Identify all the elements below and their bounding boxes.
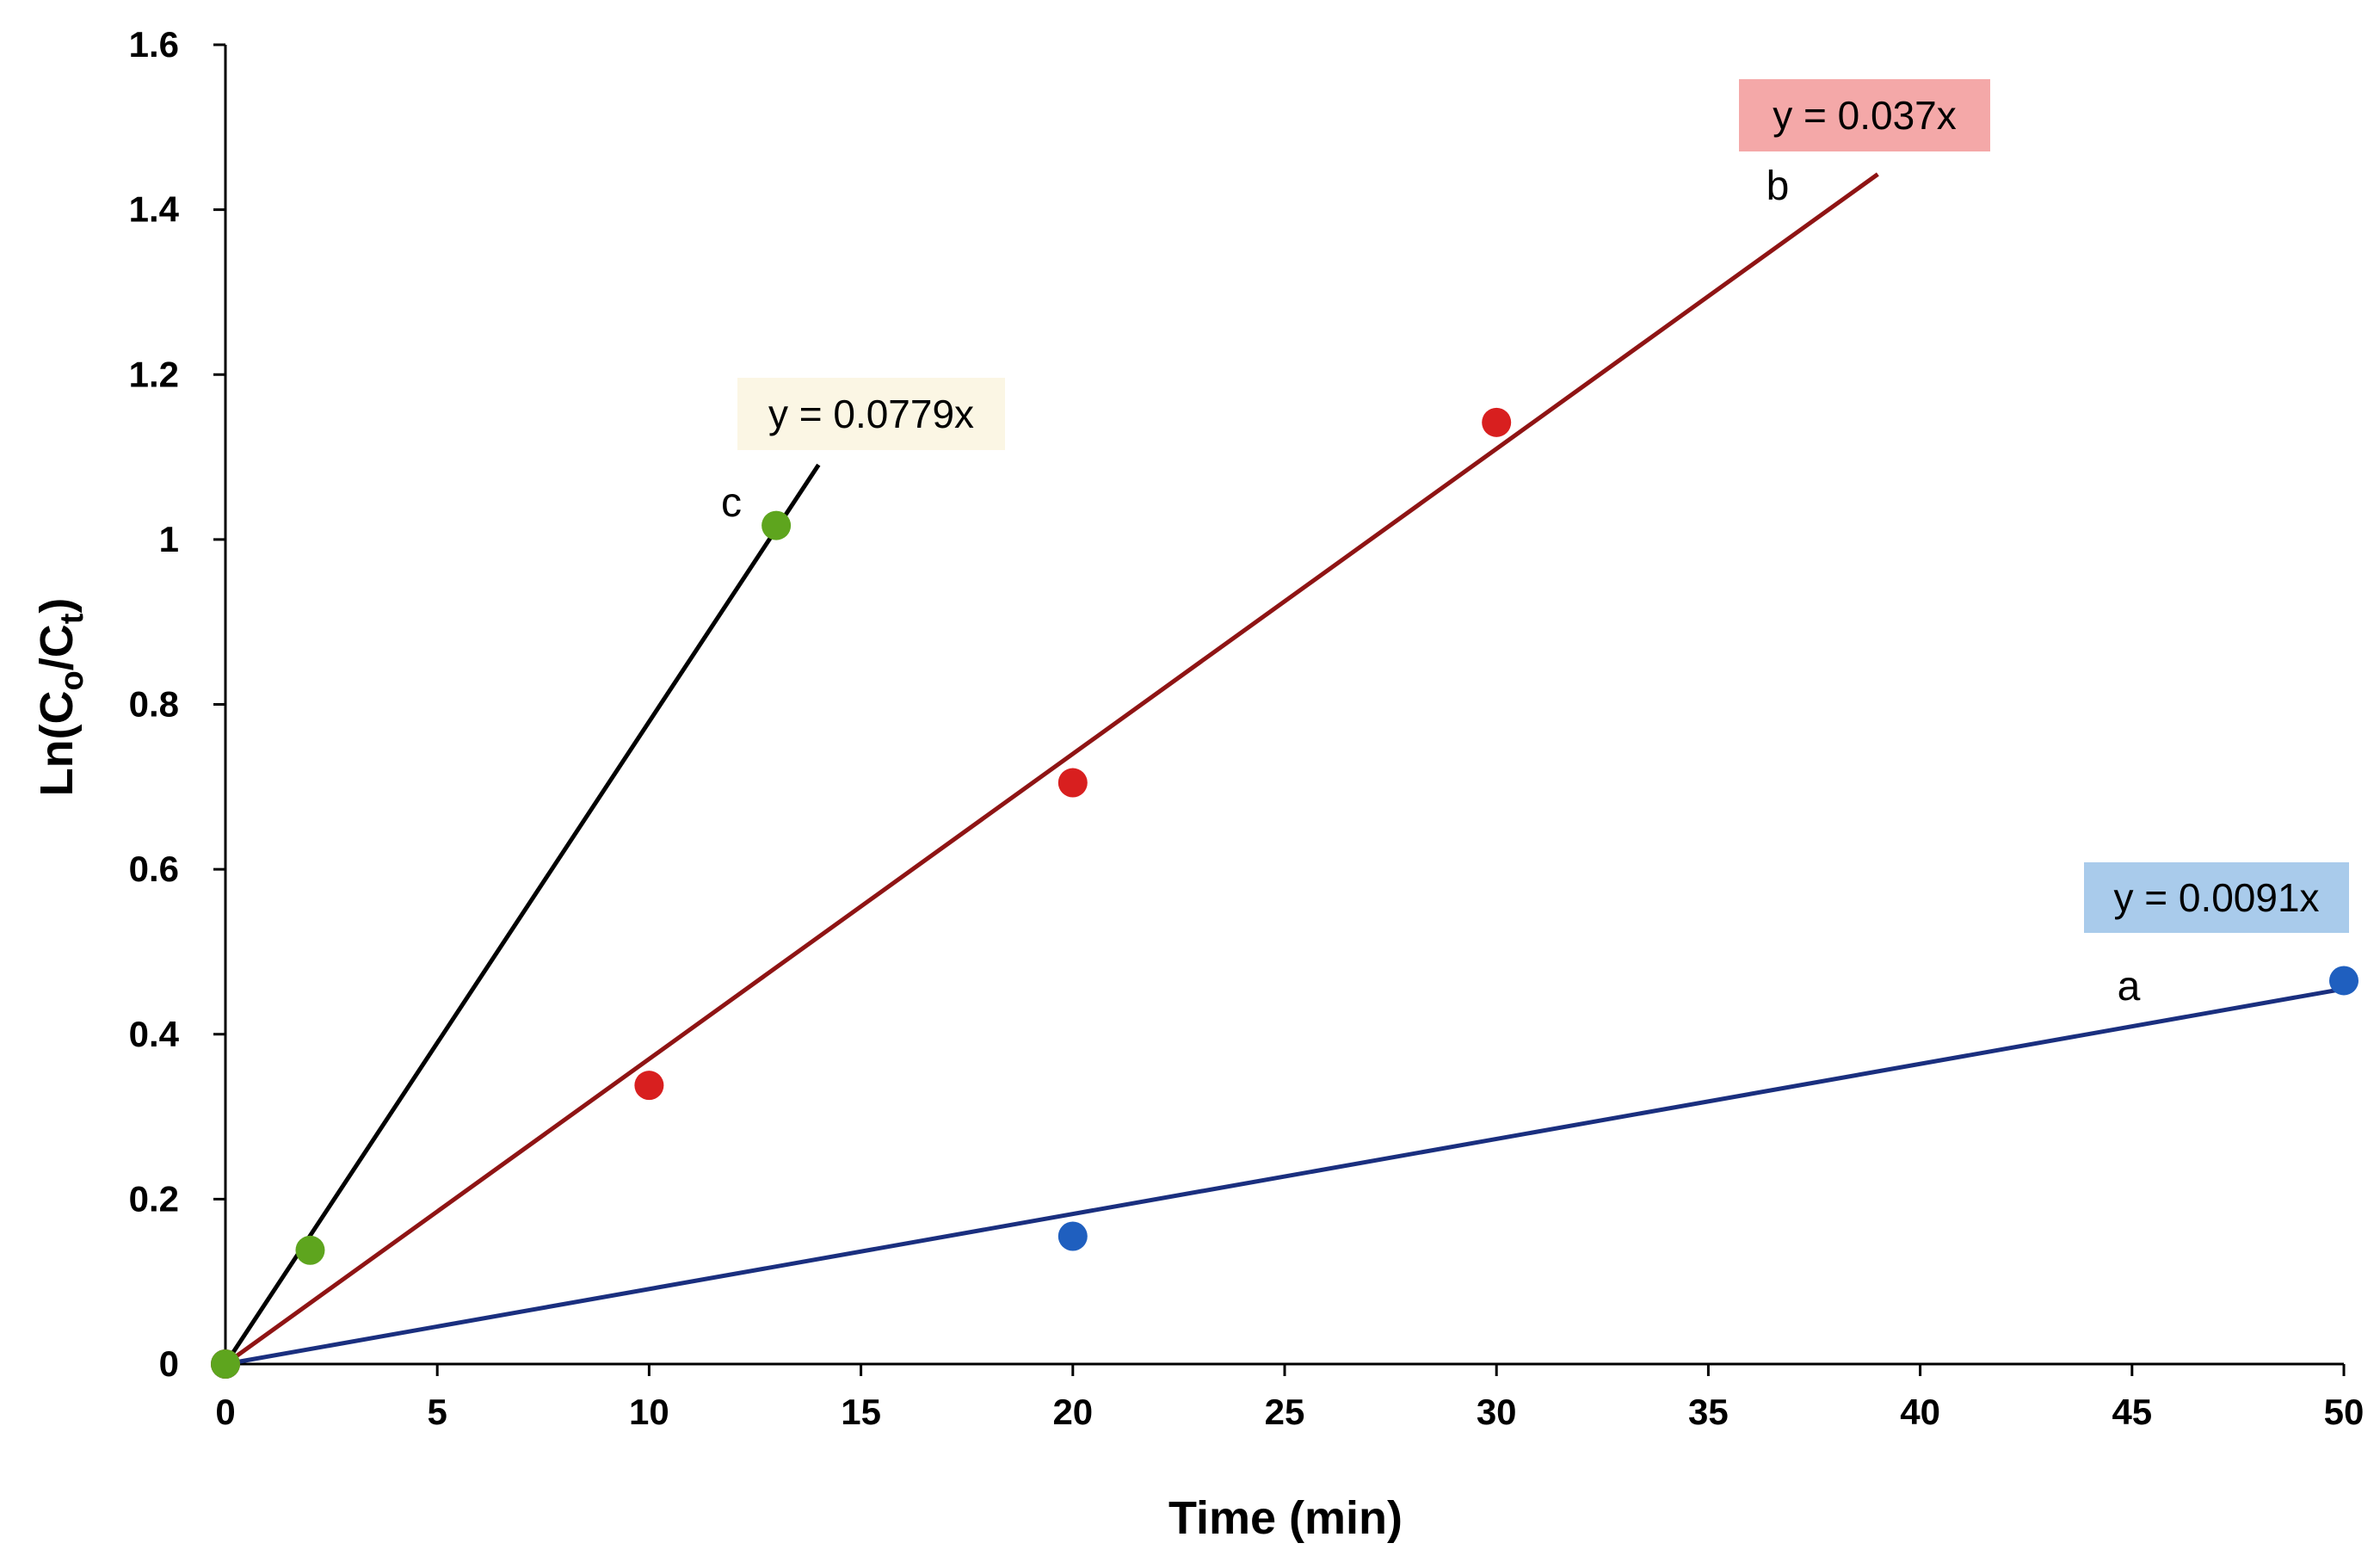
equation-box-bg — [2084, 862, 2349, 933]
trendline-b — [224, 172, 1879, 1367]
equation-box-b: y = 0.037x — [1739, 79, 1990, 151]
x-tick-label: 25 — [1265, 1392, 1305, 1432]
y-tick-label: 1.2 — [129, 354, 179, 394]
series-label-c: c — [721, 480, 742, 526]
series-labels: a y = 0.0091x b y = 0.037x c y = 0.0779x — [721, 79, 2349, 1009]
trendline-c — [223, 463, 821, 1366]
data-point-c — [295, 1235, 325, 1265]
equation-box-bg — [737, 378, 1005, 450]
data-point-c — [211, 1349, 240, 1379]
x-tick-label: 50 — [2324, 1392, 2365, 1432]
y-axis-title-sub-t: t — [54, 613, 90, 624]
series-label-a: a — [2118, 964, 2141, 1009]
data-point-a — [1057, 1221, 1088, 1251]
x-axis-title: Time (min) — [1168, 1492, 1403, 1544]
y-tick-label: 1.6 — [129, 24, 179, 65]
y-axis-title-sub-o: o — [54, 670, 90, 690]
y-axis-title-suffix: ) — [31, 598, 83, 614]
equation-text-a: y = 0.0091x — [2113, 875, 2319, 920]
x-tick-label: 5 — [428, 1392, 447, 1432]
data-point-b — [1057, 768, 1088, 798]
equation-box-bg — [1739, 79, 1990, 151]
trendline-a — [225, 986, 2345, 1367]
equation-box-c: y = 0.0779x — [737, 378, 1005, 450]
y-axis-title: Ln(Co/Ct) — [31, 598, 90, 797]
series-label-b: b — [1767, 164, 1790, 209]
data-point-b — [1482, 407, 1512, 437]
y-tick-label: 0 — [159, 1343, 179, 1384]
x-tick-label: 35 — [1688, 1392, 1729, 1432]
x-tick-label: 15 — [841, 1392, 881, 1432]
data-point-c — [761, 510, 792, 540]
x-tick-label: 45 — [2112, 1392, 2152, 1432]
x-tick-label: 10 — [629, 1392, 669, 1432]
equation-text-b: y = 0.037x — [1773, 93, 1957, 138]
y-tick-label: 0.8 — [129, 684, 179, 725]
x-tick-label: 20 — [1052, 1392, 1093, 1432]
y-axis-title-mid: /C — [31, 624, 83, 670]
equation-box-a: y = 0.0091x — [2084, 862, 2349, 933]
y-tick-label: 0.6 — [129, 849, 179, 889]
axes: 0 5 10 15 20 25 30 35 40 45 50 0 0.2 0.4 0.6 0.8 1 1.2 1.4… — [129, 24, 2365, 1432]
y-tick-label: 1.4 — [129, 189, 180, 230]
y-tick-label: 0.2 — [129, 1178, 179, 1219]
x-tick-label: 30 — [1477, 1392, 1517, 1432]
data-point-a — [2329, 966, 2358, 996]
data-markers — [211, 407, 2358, 1379]
trendlines — [223, 172, 2345, 1367]
y-axis-title-prefix: Ln(C — [31, 690, 83, 796]
y-tick-label: 0.4 — [129, 1014, 180, 1054]
x-tick-label: 40 — [1900, 1392, 1940, 1432]
x-tick-label: 0 — [215, 1392, 235, 1432]
data-point-b — [634, 1071, 664, 1101]
y-tick-label: 1 — [159, 519, 179, 559]
equation-text-c: y = 0.0779x — [768, 392, 974, 436]
